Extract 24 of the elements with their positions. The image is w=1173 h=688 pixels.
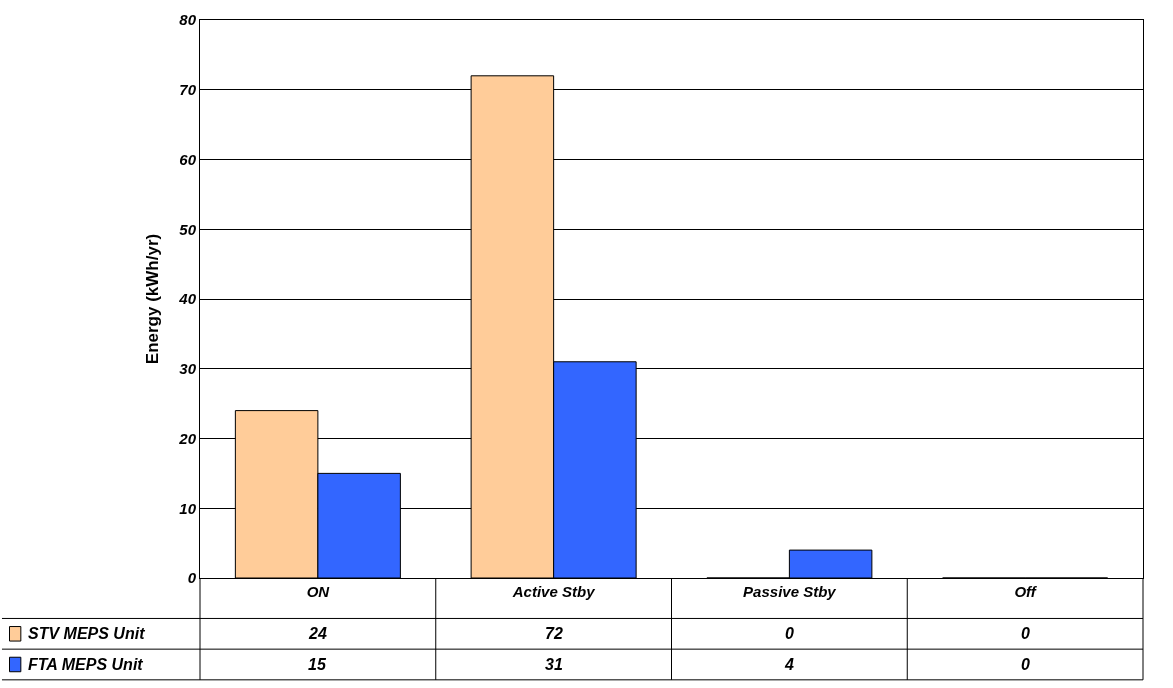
x-tick-label: Active Stby — [511, 583, 596, 600]
y-tick-label: 40 — [178, 290, 197, 308]
data-label: 0 — [785, 625, 794, 642]
y-axis-title: Energy (kWh/yr) — [142, 233, 162, 365]
data-label: 72 — [545, 625, 563, 642]
data-label: 15 — [308, 656, 327, 673]
data-label: 0 — [1021, 656, 1030, 673]
data-label: 24 — [308, 625, 327, 642]
y-tick-label: 60 — [179, 150, 197, 168]
legend-label: FTA MEPS Unit — [28, 656, 144, 673]
x-tick-label: ON — [306, 583, 331, 600]
y-tick-label: 80 — [179, 11, 197, 29]
data-label: 4 — [784, 656, 794, 673]
y-tick-label: 10 — [179, 499, 197, 517]
y-tick-label: 20 — [178, 429, 197, 447]
x-tick-label: Passive Stby — [743, 583, 837, 600]
data-label: 0 — [1021, 625, 1030, 642]
data-label: 31 — [545, 656, 563, 673]
y-tick-label: 0 — [187, 569, 197, 587]
y-tick-label: 70 — [179, 81, 197, 98]
y-tick-label: 30 — [179, 360, 197, 377]
y-tick-label: 50 — [179, 220, 197, 238]
x-tick-label: Off — [1014, 583, 1038, 600]
legend-label: STV MEPS Unit — [28, 625, 146, 642]
